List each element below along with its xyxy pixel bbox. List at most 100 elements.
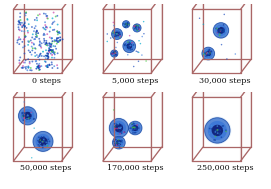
Point — [51, 50, 56, 53]
Point — [50, 17, 55, 20]
Point — [26, 66, 31, 69]
Point — [213, 130, 218, 133]
Point — [25, 115, 30, 118]
Polygon shape — [110, 50, 118, 57]
Point — [207, 53, 212, 56]
Point — [22, 38, 26, 41]
Polygon shape — [112, 29, 122, 40]
Polygon shape — [24, 0, 72, 59]
Point — [46, 44, 50, 47]
Point — [117, 146, 122, 149]
Point — [56, 31, 60, 34]
Point — [215, 129, 220, 132]
Point — [113, 34, 118, 37]
Polygon shape — [130, 123, 140, 133]
Point — [47, 47, 51, 50]
Point — [126, 53, 130, 56]
Point — [109, 52, 114, 55]
Point — [37, 145, 41, 148]
Point — [138, 42, 143, 45]
Point — [121, 139, 125, 142]
Point — [16, 26, 21, 29]
Point — [58, 32, 62, 35]
Point — [111, 32, 115, 35]
Point — [35, 29, 39, 32]
Point — [112, 52, 117, 55]
Point — [47, 30, 52, 33]
Point — [115, 33, 120, 36]
Point — [113, 125, 117, 128]
Point — [54, 15, 58, 18]
Point — [127, 47, 132, 50]
Point — [50, 49, 54, 52]
Point — [18, 21, 22, 24]
Point — [56, 52, 60, 55]
Point — [37, 140, 41, 143]
Point — [115, 144, 119, 147]
Point — [122, 131, 127, 134]
Point — [29, 111, 33, 114]
Point — [117, 141, 121, 144]
Point — [24, 12, 28, 15]
Point — [203, 54, 208, 57]
Point — [117, 126, 121, 129]
Point — [30, 26, 34, 29]
Point — [54, 39, 59, 42]
Point — [33, 38, 37, 41]
Point — [112, 54, 116, 57]
Point — [22, 24, 26, 27]
Point — [130, 41, 134, 44]
Point — [209, 124, 214, 127]
Point — [30, 69, 34, 72]
Point — [45, 143, 49, 146]
Point — [50, 42, 54, 45]
Point — [44, 64, 48, 67]
Point — [111, 21, 115, 24]
Point — [46, 55, 50, 58]
Point — [44, 26, 48, 29]
Point — [118, 35, 122, 38]
Point — [135, 29, 140, 32]
Point — [54, 47, 58, 50]
Point — [35, 16, 39, 19]
Point — [15, 39, 20, 42]
Point — [208, 50, 212, 53]
Point — [47, 43, 52, 46]
Polygon shape — [115, 124, 123, 132]
Point — [49, 52, 53, 55]
Point — [45, 17, 49, 20]
Point — [205, 51, 209, 54]
Point — [135, 128, 139, 131]
Point — [42, 138, 46, 141]
Point — [110, 52, 114, 55]
Point — [213, 25, 217, 28]
Point — [134, 25, 138, 28]
Point — [112, 53, 116, 57]
Point — [40, 54, 44, 57]
Point — [114, 52, 119, 55]
Point — [38, 136, 43, 139]
Polygon shape — [151, 83, 162, 161]
Point — [52, 28, 56, 31]
Point — [105, 40, 109, 43]
Point — [30, 45, 34, 48]
Point — [24, 11, 28, 14]
Point — [36, 32, 40, 35]
Point — [25, 114, 30, 117]
Point — [124, 45, 128, 48]
Point — [135, 127, 139, 130]
Polygon shape — [192, 9, 241, 73]
Polygon shape — [128, 121, 143, 136]
Point — [22, 21, 27, 24]
Point — [113, 35, 117, 38]
Point — [133, 127, 137, 130]
Point — [42, 140, 47, 143]
Point — [44, 41, 49, 44]
Point — [114, 138, 118, 141]
Point — [115, 122, 119, 125]
Point — [206, 55, 211, 58]
Point — [113, 142, 117, 145]
Point — [133, 27, 137, 30]
Point — [45, 64, 50, 67]
Point — [27, 41, 31, 44]
